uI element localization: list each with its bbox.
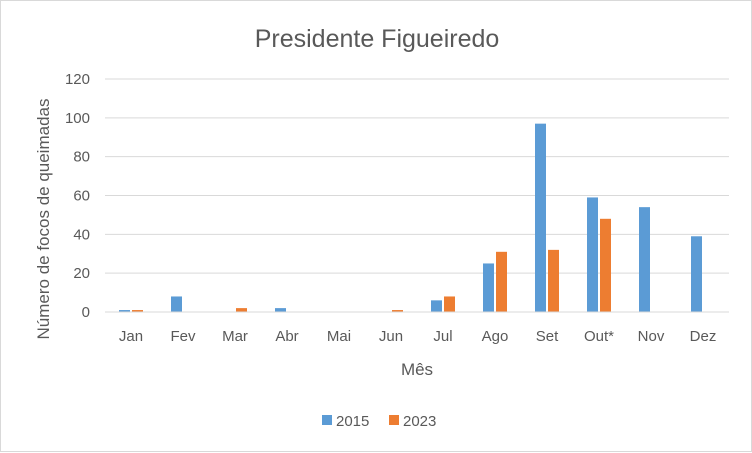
y-tick-label: 60 (73, 188, 90, 205)
bar-2015-Nov (639, 207, 650, 312)
x-tick-label: Out* (584, 328, 614, 345)
x-tick-label: Abr (275, 328, 298, 345)
x-tick-label: Jun (379, 328, 403, 345)
bar-2023-Jun (392, 310, 403, 312)
bar-2015-Abr (275, 308, 286, 312)
bar-2023-Out* (600, 218, 611, 312)
x-tick-label: Jan (119, 328, 143, 345)
chart-title: Presidente Figueiredo (255, 25, 500, 53)
x-axis-title: Mês (401, 360, 433, 379)
x-tick-label: Nov (638, 328, 665, 345)
bar-2023-Mar (236, 308, 247, 312)
legend-label-2023: 2023 (403, 413, 436, 430)
y-axis-title: Número de focos de queimadas (34, 99, 53, 340)
bar-2023-Jan (132, 310, 143, 312)
x-tick-label: Mar (222, 328, 248, 345)
legend: 2015 2023 (322, 413, 436, 430)
y-tick-label: 20 (73, 265, 90, 282)
y-tick-label: 100 (65, 110, 90, 127)
x-tick-label: Dez (690, 328, 717, 345)
bar-2023-Ago (496, 251, 507, 312)
bar-2023-Set (548, 249, 559, 312)
bar-2015-Set (535, 123, 546, 313)
bar-2015-Dez (691, 236, 702, 312)
bar-2015-Jan (119, 310, 130, 312)
gridlines (105, 78, 729, 274)
bars (119, 123, 702, 313)
x-tick-label: Ago (482, 328, 509, 345)
y-tick-label: 80 (73, 149, 90, 166)
bar-2023-Jul (444, 296, 455, 312)
x-tick-label: Mai (327, 328, 351, 345)
y-tick-label: 40 (73, 226, 90, 243)
x-tick-label: Fev (170, 328, 196, 345)
x-axis-ticks: Jan Fev Mar Abr Mai Jun Jul Ago Set Out* Nov Dez (119, 328, 716, 345)
legend-label-2015: 2015 (336, 413, 369, 430)
bar-2015-Jul (431, 300, 442, 312)
legend-swatch-2015 (322, 415, 332, 425)
y-axis-ticks: 0 20 40 60 80 100 120 (65, 71, 90, 321)
x-tick-label: Set (536, 328, 559, 345)
x-tick-label: Jul (433, 328, 452, 345)
y-tick-label: 0 (82, 304, 90, 321)
legend-swatch-2023 (389, 415, 399, 425)
bar-2015-Fev (171, 296, 182, 312)
bar-2015-Out* (587, 197, 598, 312)
y-tick-label: 120 (65, 71, 90, 88)
bar-2015-Ago (483, 263, 494, 312)
